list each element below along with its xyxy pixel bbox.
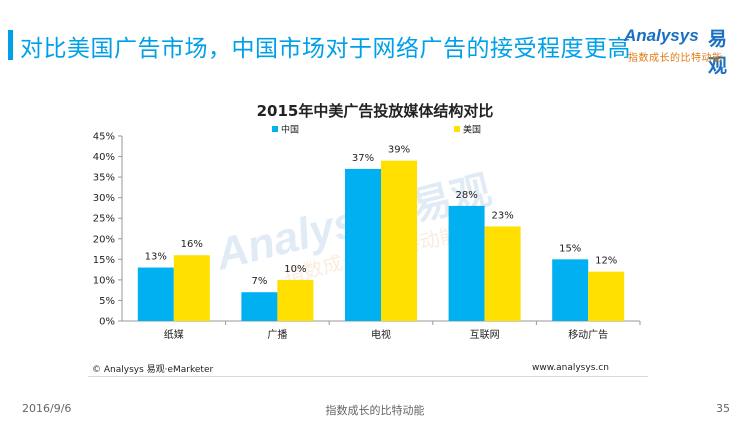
bar-china <box>552 259 589 321</box>
x-tick-label: 广播 <box>267 328 287 341</box>
source-url: www.analysys.cn <box>532 363 609 373</box>
data-label: 7% <box>251 276 267 287</box>
brand-name: Analysys <box>624 26 699 45</box>
y-tick-label: 20% <box>93 234 115 245</box>
x-tick-label: 电视 <box>371 328 391 341</box>
source-credit: © Analysys 易观·eMarketer <box>92 365 214 375</box>
legend-swatch <box>272 126 278 132</box>
bar-chart: 0% 5% 10% 15% 20% 25% 30% 35% 40% 45% 纸媒 13% 16% 广播 7%… <box>93 124 641 341</box>
data-label: 15% <box>559 243 581 254</box>
x-tick-label: 互联网 <box>470 329 500 341</box>
page-title: 对比美国广告市场，中国市场对于网络广告的接受程度更高 <box>20 36 631 62</box>
legend-label: 美国 <box>463 124 481 136</box>
data-label: 37% <box>352 153 374 164</box>
y-tick-label: 0% <box>99 317 115 328</box>
bar-usa <box>173 255 210 321</box>
brand-logo: Analysys 易观 指数成长的比特动能 <box>622 22 744 77</box>
footer-slogan: 指数成长的比特动能 <box>325 404 425 417</box>
bar-china <box>345 168 381 321</box>
y-tick-label: 5% <box>99 296 115 307</box>
data-label: 16% <box>181 239 203 250</box>
bar-usa <box>277 279 314 321</box>
x-tick-label: 纸媒 <box>164 328 184 341</box>
legend-swatch <box>454 126 460 132</box>
y-tick-label: 30% <box>93 193 115 204</box>
y-tick-label: 10% <box>93 275 115 286</box>
y-tick-label: 15% <box>93 255 115 266</box>
data-label: 39% <box>388 145 410 156</box>
bar-usa <box>381 160 417 321</box>
y-tick-label: 45% <box>93 132 115 143</box>
data-label: 12% <box>595 256 617 267</box>
data-label: 13% <box>145 252 167 263</box>
bar-usa <box>484 226 521 321</box>
data-label: 23% <box>491 210 513 221</box>
data-label: 10% <box>284 264 306 275</box>
bar-china <box>241 292 278 321</box>
bar-china <box>137 267 174 321</box>
brand-slogan: 指数成长的比特动能 <box>628 53 723 64</box>
chart-title: 2015年中美广告投放媒体结构对比 <box>256 102 494 120</box>
legend-label: 中国 <box>281 124 299 136</box>
bar-china <box>448 205 485 321</box>
y-tick-label: 40% <box>93 152 115 163</box>
brand-name-cn: 易观 <box>708 28 728 77</box>
data-label: 28% <box>455 190 477 201</box>
page-number: 35 <box>716 402 730 415</box>
y-tick-label: 35% <box>93 173 115 184</box>
title-accent-bar <box>8 30 13 60</box>
footer-divider <box>88 376 648 377</box>
y-tick-label: 25% <box>93 214 115 225</box>
bar-usa <box>588 271 625 321</box>
x-tick-label: 移动广告 <box>568 328 608 341</box>
footer-date: 2016/9/6 <box>22 402 72 415</box>
